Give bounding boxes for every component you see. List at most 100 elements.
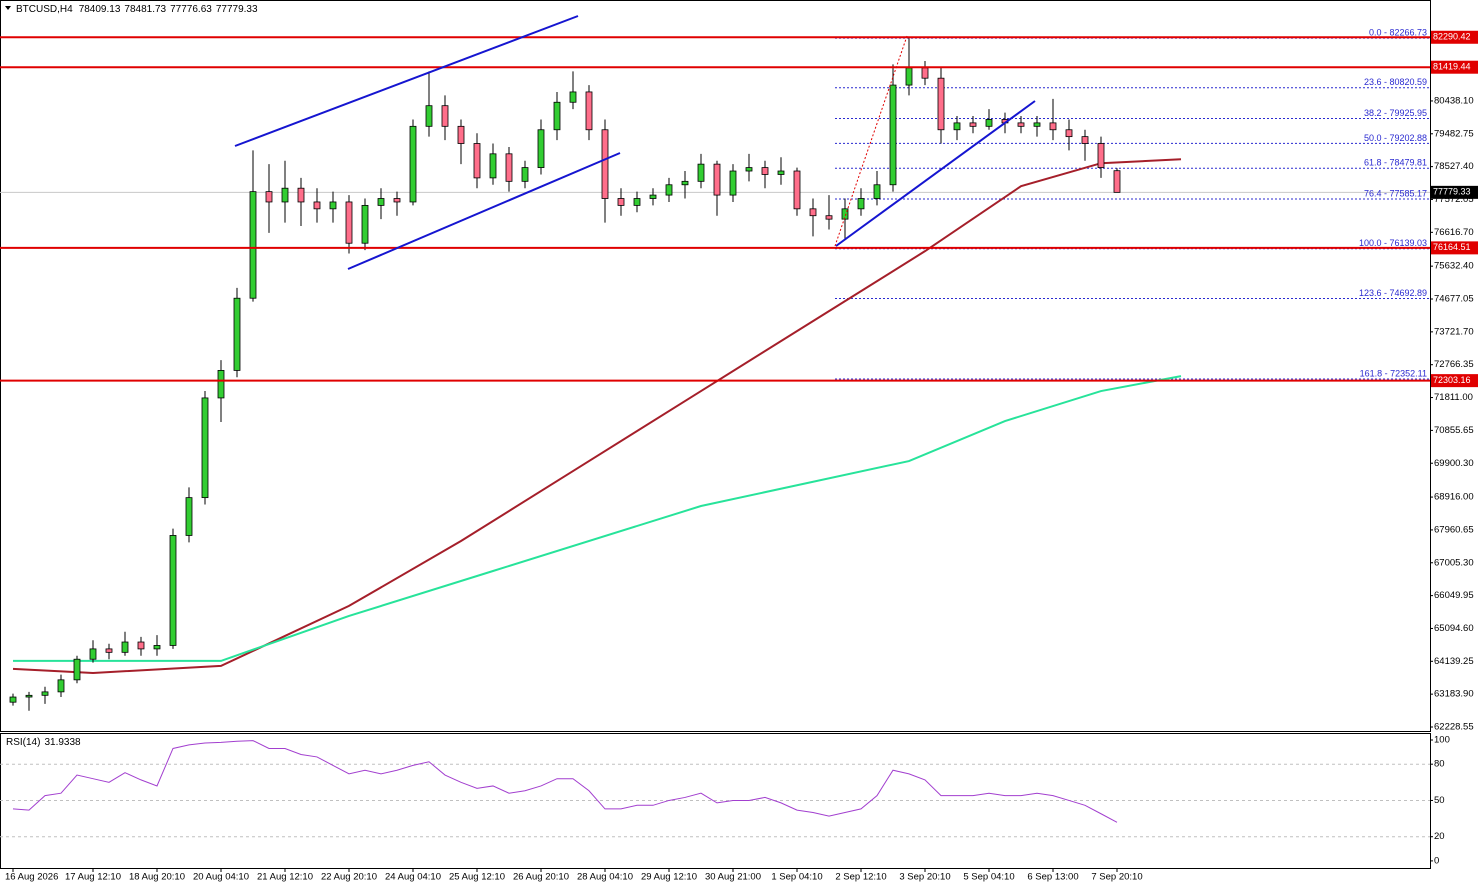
x-tick-label: 21 Aug 12:10 — [257, 872, 313, 883]
candle-body — [825, 215, 833, 220]
y-tick-label: 62228.55 — [1434, 722, 1474, 733]
y-tick-label: 75632.40 — [1434, 261, 1474, 272]
candle-body — [441, 105, 449, 127]
fib-label: 50.0 - 79202.88 — [1364, 133, 1427, 143]
candle-body — [297, 187, 305, 203]
y-tick-label: 64139.25 — [1434, 656, 1474, 667]
level-label: 82290.42 — [1433, 32, 1471, 42]
y-tick-label: 67005.30 — [1434, 557, 1474, 568]
candle-body — [89, 648, 97, 660]
candle-body — [857, 198, 865, 210]
level-box — [1431, 60, 1478, 74]
x-tick-label: 24 Aug 04:10 — [385, 872, 441, 883]
candle-body — [601, 129, 609, 199]
candle-body — [425, 105, 433, 127]
main-panel — [0, 0, 1431, 732]
candle-body — [617, 198, 625, 206]
y-tick-label: 63183.90 — [1434, 689, 1474, 700]
x-tick-label: 3 Sep 20:10 — [899, 872, 950, 883]
y-tick-label: 68916.00 — [1434, 492, 1474, 503]
fib-label: 38.2 - 79925.95 — [1364, 108, 1427, 118]
y-tick-label: 70855.65 — [1434, 425, 1474, 436]
y-tick-label: 0 — [1434, 855, 1439, 866]
candle-body — [329, 201, 337, 210]
y-tick-label: 69900.30 — [1434, 458, 1474, 469]
candle-body — [729, 170, 737, 196]
candle-body — [409, 125, 417, 203]
candle-body — [169, 535, 177, 646]
candle-body — [553, 101, 561, 131]
high: 78481.73 — [124, 4, 166, 15]
candle-body — [745, 167, 753, 172]
candle-body — [57, 679, 65, 693]
moving-average — [13, 375, 1182, 662]
candle-body — [361, 204, 369, 244]
symbol: BTCUSD,H4 — [16, 4, 73, 15]
candle-body — [985, 119, 993, 127]
x-tick-label: 22 Aug 20:10 — [321, 872, 377, 883]
candle-body — [585, 91, 593, 131]
x-tick-label: 26 Aug 20:10 — [513, 872, 569, 883]
rsi-last: 31.9338 — [44, 737, 81, 748]
candle-body — [217, 370, 225, 399]
close: 77779.33 — [216, 4, 258, 15]
level-label: 81419.44 — [1433, 62, 1471, 72]
candle-body — [633, 198, 641, 206]
candle-body — [1033, 122, 1041, 127]
low: 77776.63 — [170, 4, 212, 15]
fib-label: 123.6 - 74692.89 — [1359, 288, 1427, 298]
rsi-panel — [0, 733, 1431, 869]
candle-body — [873, 184, 881, 199]
y-tick-label: 79482.75 — [1434, 128, 1474, 139]
x-tick-label: 25 Aug 12:10 — [449, 872, 505, 883]
x-tick-label: 1 Sep 04:10 — [771, 872, 822, 883]
menu-icon — [5, 6, 11, 10]
fib-label: 100.0 - 76139.03 — [1359, 238, 1427, 248]
x-tick-label: 29 Aug 12:10 — [641, 872, 697, 883]
candle-body — [233, 297, 241, 371]
candle-body — [473, 143, 481, 179]
fib-label: 61.8 - 78479.81 — [1364, 158, 1427, 168]
fib-anchor — [834, 35, 908, 247]
chart-header: BTCUSD,H4 78409.13 78481.73 77776.63 77779.3… — [16, 4, 258, 15]
candle-body — [665, 184, 673, 196]
candle-body — [697, 163, 705, 182]
y-tick-label: 100 — [1434, 735, 1450, 746]
candle-body — [73, 658, 81, 681]
candle-body — [889, 84, 897, 186]
level-box — [1431, 241, 1478, 255]
trend-line — [234, 15, 579, 147]
level-box — [1431, 30, 1478, 44]
candle-body — [105, 648, 113, 653]
candle-body — [9, 696, 17, 703]
y-tick-label: 50 — [1434, 795, 1445, 806]
candle-body — [313, 201, 321, 210]
y-tick-label: 76616.70 — [1434, 227, 1474, 238]
candle-body — [1081, 136, 1089, 144]
candle-body — [1097, 143, 1105, 168]
candle-body — [281, 187, 289, 203]
x-tick-label: 30 Aug 21:00 — [705, 872, 761, 883]
x-tick-label: 7 Sep 20:10 — [1091, 872, 1142, 883]
rsi-line — [12, 740, 1118, 823]
x-tick-label: 6 Sep 13:00 — [1027, 872, 1078, 883]
plot-layers: 80438.10 79482.75 78527.40 77572.05 76616.70… — [0, 27, 1478, 883]
candle-body — [649, 194, 657, 199]
candle-body — [185, 497, 193, 536]
candle-body — [201, 397, 209, 499]
candle-body — [1017, 122, 1025, 127]
candle-body — [249, 191, 257, 299]
candle-body — [1049, 122, 1057, 131]
moving-average — [12, 158, 1182, 674]
y-tick-label: 65094.60 — [1434, 623, 1474, 634]
candle-body — [809, 208, 817, 217]
candle-body — [393, 198, 401, 203]
x-tick-label: 18 Aug 20:10 — [129, 872, 185, 883]
trend-line — [347, 152, 621, 270]
candle-body — [489, 153, 497, 179]
candle-body — [345, 201, 353, 244]
rsi-header: RSI(14) 31.9338 — [6, 737, 81, 748]
rsi-title: RSI(14) — [6, 737, 40, 748]
